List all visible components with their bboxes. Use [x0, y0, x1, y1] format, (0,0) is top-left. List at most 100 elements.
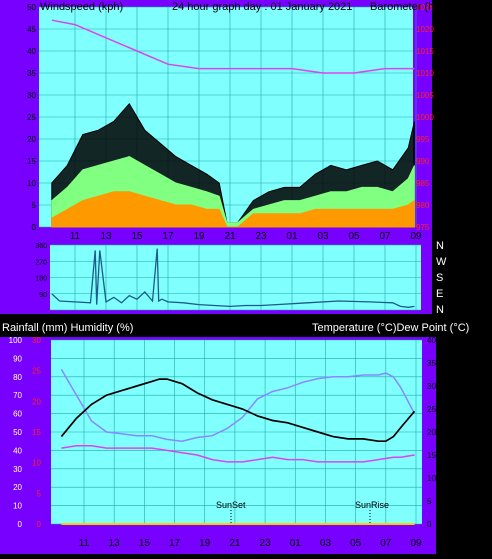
humidity-y-tick: 70: [13, 391, 22, 400]
baro-y-tick: 985: [416, 179, 430, 188]
rainfall-y-tick: 25: [32, 367, 41, 376]
x-tick-label: 01: [290, 538, 302, 549]
x-tick-label: 23: [260, 538, 272, 549]
temperature-y-tick: 0: [427, 520, 432, 529]
rainfall-y-tick: 15: [32, 428, 41, 437]
compass-label-n-top: N: [436, 240, 444, 252]
direction-y-tick: 360: [35, 243, 47, 250]
x-tick-label: 07: [379, 231, 391, 242]
x-tick-label: 15: [131, 231, 143, 242]
x-tick-label: 13: [100, 231, 112, 242]
baro-y-tick: 1020: [416, 25, 434, 34]
sunset-label: SunSet: [216, 500, 246, 510]
x-tick-label: 19: [193, 231, 205, 242]
x-tick-label: 01: [286, 231, 298, 242]
wind-y-tick: 20: [27, 135, 36, 144]
x-tick-label: 11: [70, 231, 81, 242]
wind-y-tick: 25: [27, 113, 36, 122]
rainfall-y-tick: 10: [32, 459, 41, 468]
humidity-y-tick: 50: [13, 428, 22, 437]
x-tick-label: 09: [410, 231, 422, 242]
x-tick-label: 23: [255, 231, 267, 242]
baro-y-tick: 990: [416, 157, 430, 166]
compass-label-e: E: [436, 288, 443, 300]
temperature-y-tick: 20: [427, 428, 436, 437]
rainfall-y-tick: 5: [37, 489, 42, 498]
humidity-y-tick: 0: [18, 520, 23, 529]
rainfall-y-tick: 20: [32, 397, 41, 406]
x-tick-label: 05: [348, 231, 360, 242]
humidity-y-tick: 80: [13, 373, 22, 382]
wind-y-tick: 40: [27, 47, 36, 56]
temp-panel-frame-right: [436, 337, 492, 554]
baro-y-tick: 1000: [416, 113, 434, 122]
baro-y-tick: 1010: [416, 69, 434, 78]
humidity-y-tick: 40: [13, 446, 22, 455]
wind-y-tick: 50: [27, 3, 36, 12]
x-tick-label: 17: [162, 231, 174, 242]
humidity-y-tick: 30: [13, 465, 22, 474]
compass-label-n-bottom: N: [436, 304, 444, 316]
baro-y-tick: 975: [416, 223, 430, 232]
wind-y-tick: 30: [27, 91, 36, 100]
x-tick-label: 21: [224, 231, 236, 242]
wind-y-tick: 5: [32, 201, 37, 210]
axis-labels: 11 13 15 17 19 21 23 01 03 05 07 090510152025303540…: [9, 3, 437, 549]
windspeed-axis-title: Windspeed (kph): [40, 1, 123, 13]
wind-y-tick: 15: [27, 157, 36, 166]
direction-y-tick: 270: [35, 259, 47, 266]
temperature-y-tick: 15: [427, 451, 436, 460]
rainfall-y-tick: 30: [32, 336, 41, 345]
humidity-y-tick: 10: [13, 502, 22, 511]
x-tick-label: 19: [199, 538, 211, 549]
sunrise-label: SunRise: [355, 500, 389, 510]
humidity-y-tick: 100: [9, 336, 23, 345]
direction-y-tick: 180: [35, 276, 47, 283]
baro-y-tick: 1015: [416, 47, 434, 56]
x-tick-label: 21: [229, 538, 241, 549]
baro-y-tick: 1005: [416, 91, 434, 100]
baro-y-tick: 995: [416, 135, 430, 144]
direction-y-tick: 90: [39, 292, 47, 299]
barometer-axis-title: Barometer (hpa): [370, 1, 450, 13]
x-tick-label: 03: [317, 231, 329, 242]
wind-y-tick: 10: [27, 179, 36, 188]
temp-dewpoint-axis-title: Temperature (°C)Dew Point (°C): [312, 322, 469, 334]
rain-humidity-axis-title: Rainfall (mm) Humidity (%): [2, 322, 133, 334]
temperature-y-tick: 35: [427, 359, 436, 368]
direction-series: [51, 248, 415, 308]
humidity-y-tick: 60: [13, 410, 22, 419]
barometer-series: [51, 19, 415, 74]
compass-label-s: S: [436, 272, 443, 284]
x-tick-label: 07: [380, 538, 392, 549]
x-tick-label: 15: [139, 538, 151, 549]
temperature-series: [60, 378, 416, 443]
wind-y-tick: 35: [27, 69, 36, 78]
x-tick-label: 03: [320, 538, 332, 549]
temperature-y-tick: 40: [427, 336, 436, 345]
humidity-y-tick: 90: [13, 354, 22, 363]
temperature-y-tick: 30: [427, 382, 436, 391]
baro-y-tick: 980: [416, 201, 430, 210]
temperature-y-tick: 10: [427, 474, 436, 483]
wind-y-tick: 45: [27, 25, 36, 34]
wind-y-tick: 0: [32, 223, 37, 232]
wind-minimum-series: [51, 191, 415, 228]
humidity-y-tick: 20: [13, 483, 22, 492]
compass-label-w: W: [436, 256, 447, 268]
chart-marks: [51, 19, 416, 525]
humidity-series: [60, 369, 416, 442]
x-tick-label: 11: [79, 538, 90, 549]
graph-title: 24 hour graph day : 01 January 2021: [172, 1, 352, 13]
rainfall-y-tick: 0: [37, 520, 42, 529]
baro-y-tick: 1025: [416, 3, 434, 12]
temperature-y-tick: 25: [427, 405, 436, 414]
x-tick-label: 17: [169, 538, 181, 549]
x-tick-label: 09: [410, 538, 422, 549]
x-tick-label: 13: [109, 538, 121, 549]
wind-panel-frame-right: [432, 0, 492, 240]
temperature-y-tick: 5: [427, 497, 432, 506]
x-tick-label: 05: [350, 538, 362, 549]
